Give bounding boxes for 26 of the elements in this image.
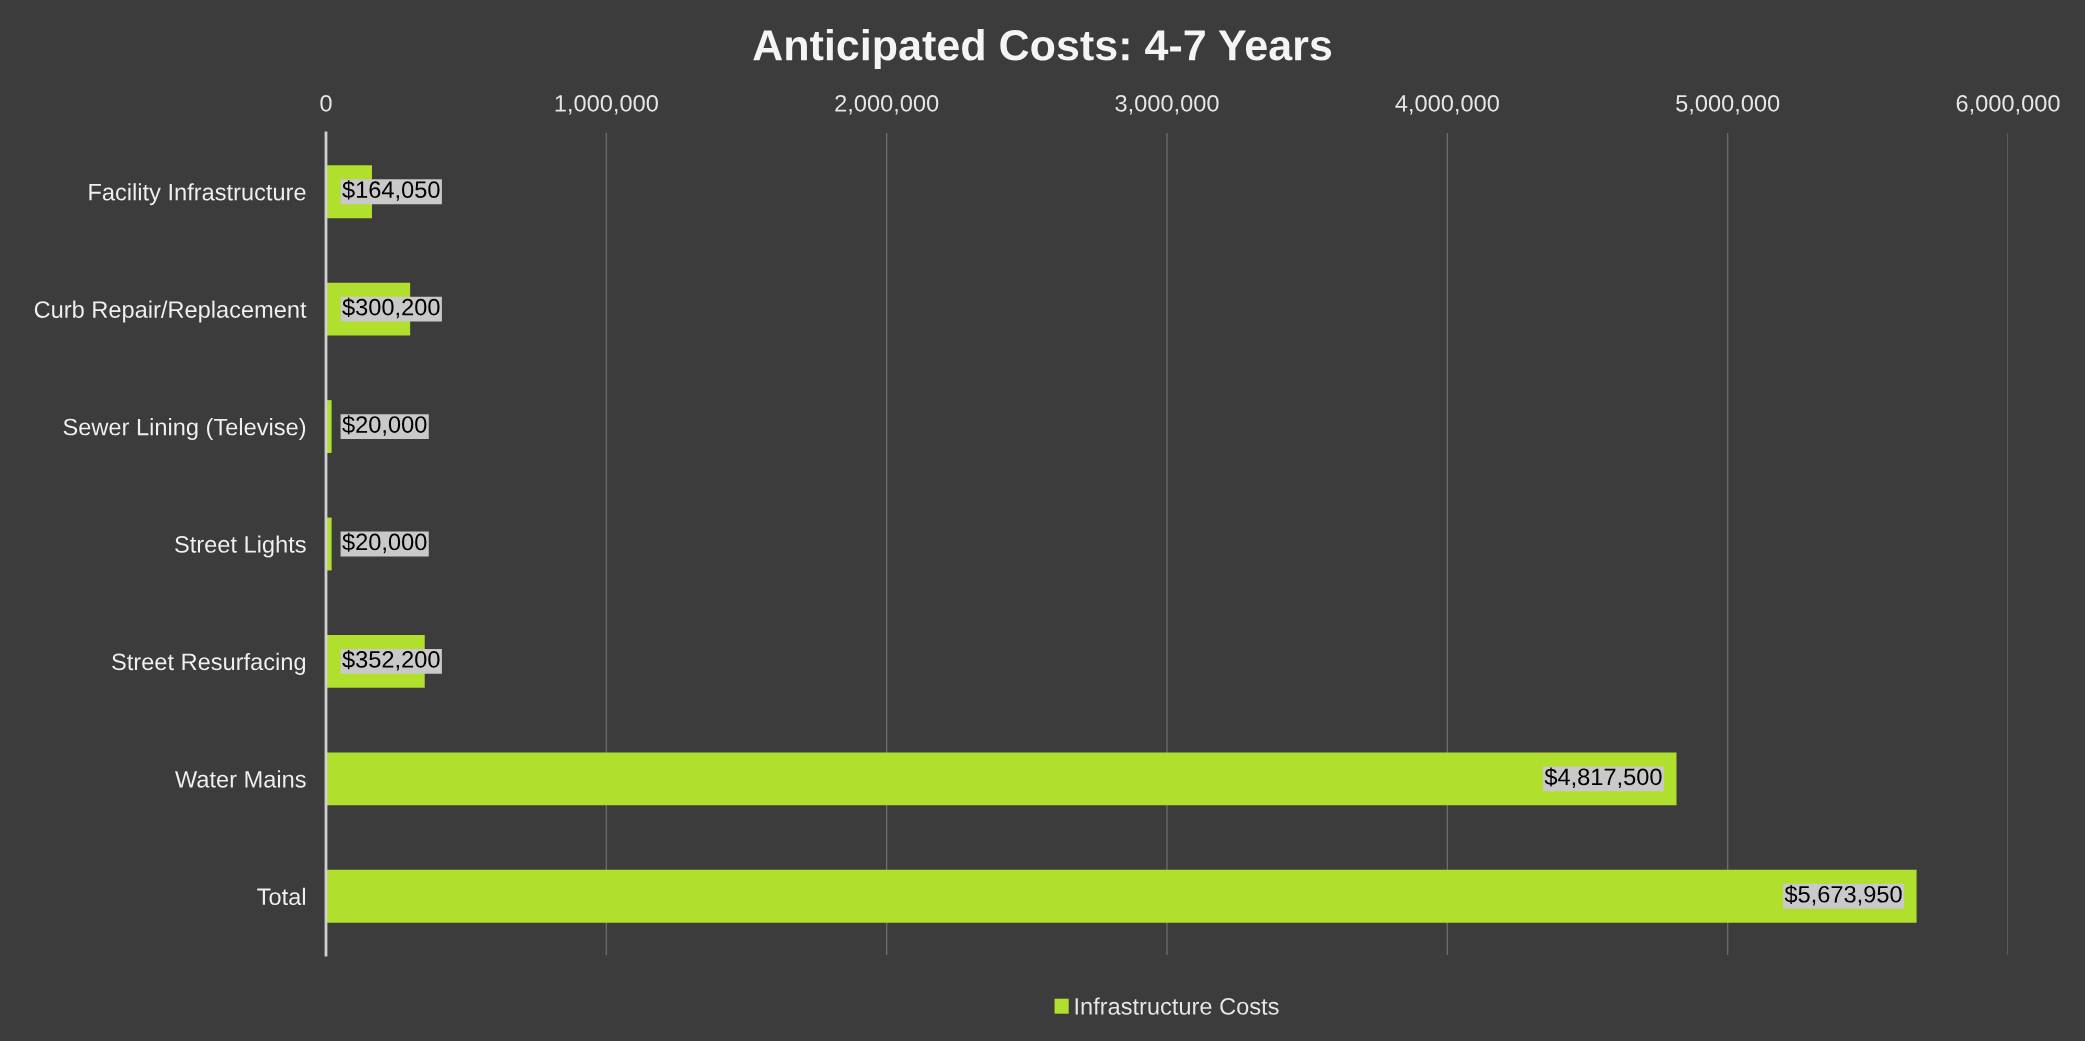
data-label: $300,200 [342,297,440,319]
x-tick-label: 2,000,000 [835,94,939,115]
data-label: $20,000 [342,532,427,554]
x-tick-label: 3,000,000 [1115,94,1219,115]
x-tick-label: 5,000,000 [1676,94,1780,115]
x-tick-label: 4,000,000 [1395,94,1499,115]
bar [326,752,1677,806]
y-tick-label: Water Mains [175,770,306,788]
chart-title: Anticipated Costs: 4-7 Years [753,28,1332,70]
x-tick-label: 0 [320,94,332,112]
y-tick-label: Street Resurfacing [112,652,306,675]
data-label: $20,000 [342,415,427,436]
data-label: $352,200 [342,650,440,671]
legend-label: Infrastructure Costs [1075,997,1279,1015]
y-tick-label: Street Lights [175,535,306,558]
x-tick-label: 6,000,000 [1956,94,2060,115]
y-tick-label: Sewer Lining (Televise) [63,418,306,441]
bar [326,869,1917,923]
x-tick-label: 1,000,000 [555,94,658,115]
data-label: $5,673,950 [1784,884,1902,906]
bar [326,400,332,453]
y-tick-label: Facility Infrastructure [89,183,306,206]
data-label: $4,817,500 [1544,767,1662,788]
data-label: $164,050 [342,180,440,201]
y-tick-label: Curb Repair/Replacement [34,300,307,323]
y-tick-label: Total [257,887,305,906]
